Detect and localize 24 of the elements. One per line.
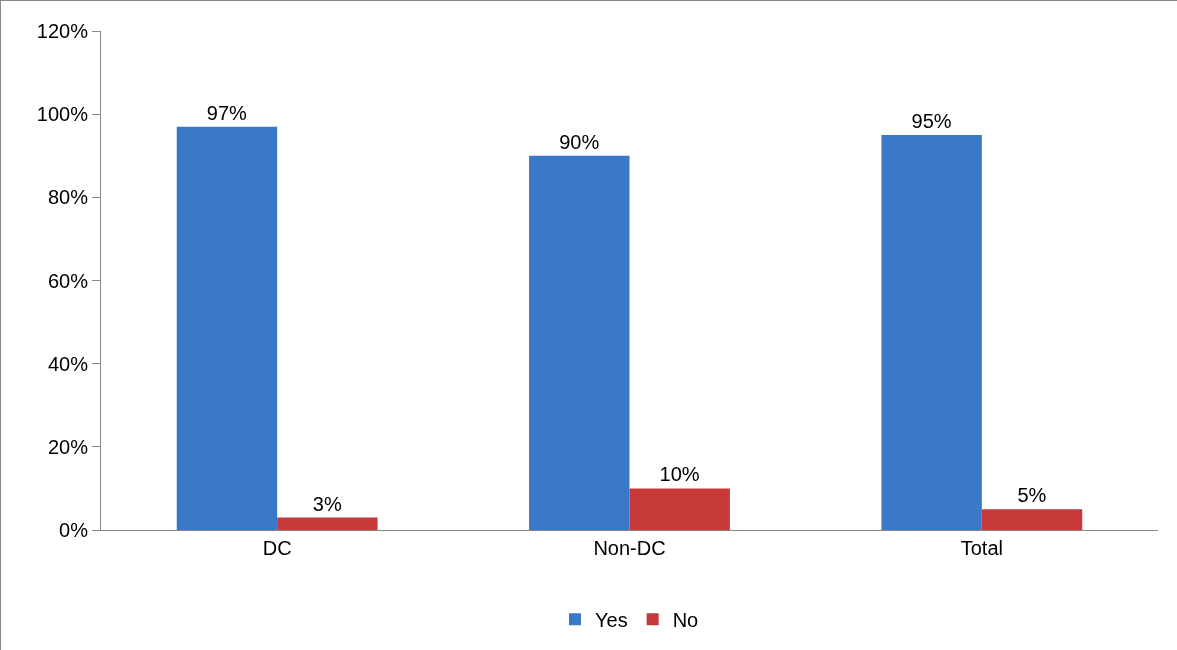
y-tick-label: 80%: [47, 186, 89, 209]
data-label: 5%: [1017, 484, 1047, 507]
bar: [981, 509, 1083, 530]
data-label: 90%: [559, 130, 600, 153]
data-label: 10%: [659, 463, 700, 486]
data-label: 95%: [911, 109, 952, 132]
bar: [176, 126, 278, 530]
legend-label: Yes: [595, 609, 628, 632]
y-tick-label: 20%: [47, 435, 89, 458]
bar: [881, 134, 982, 530]
bar: [277, 517, 378, 530]
y-tick-label: 120%: [36, 20, 89, 42]
data-label: 97%: [206, 101, 248, 124]
bar: [629, 488, 730, 530]
y-tick-label: 0%: [59, 519, 89, 541]
legend-label: No: [672, 609, 699, 632]
data-label: 3%: [312, 492, 342, 515]
x-tick-label: Non-DC: [593, 537, 666, 559]
y-tick-label: 60%: [47, 269, 89, 292]
x-tick-label: DC: [262, 537, 292, 559]
y-tick-label: 100%: [36, 103, 89, 126]
y-tick-label: 40%: [47, 352, 89, 375]
x-tick-label: Total: [960, 537, 1003, 559]
bar: [529, 155, 630, 530]
